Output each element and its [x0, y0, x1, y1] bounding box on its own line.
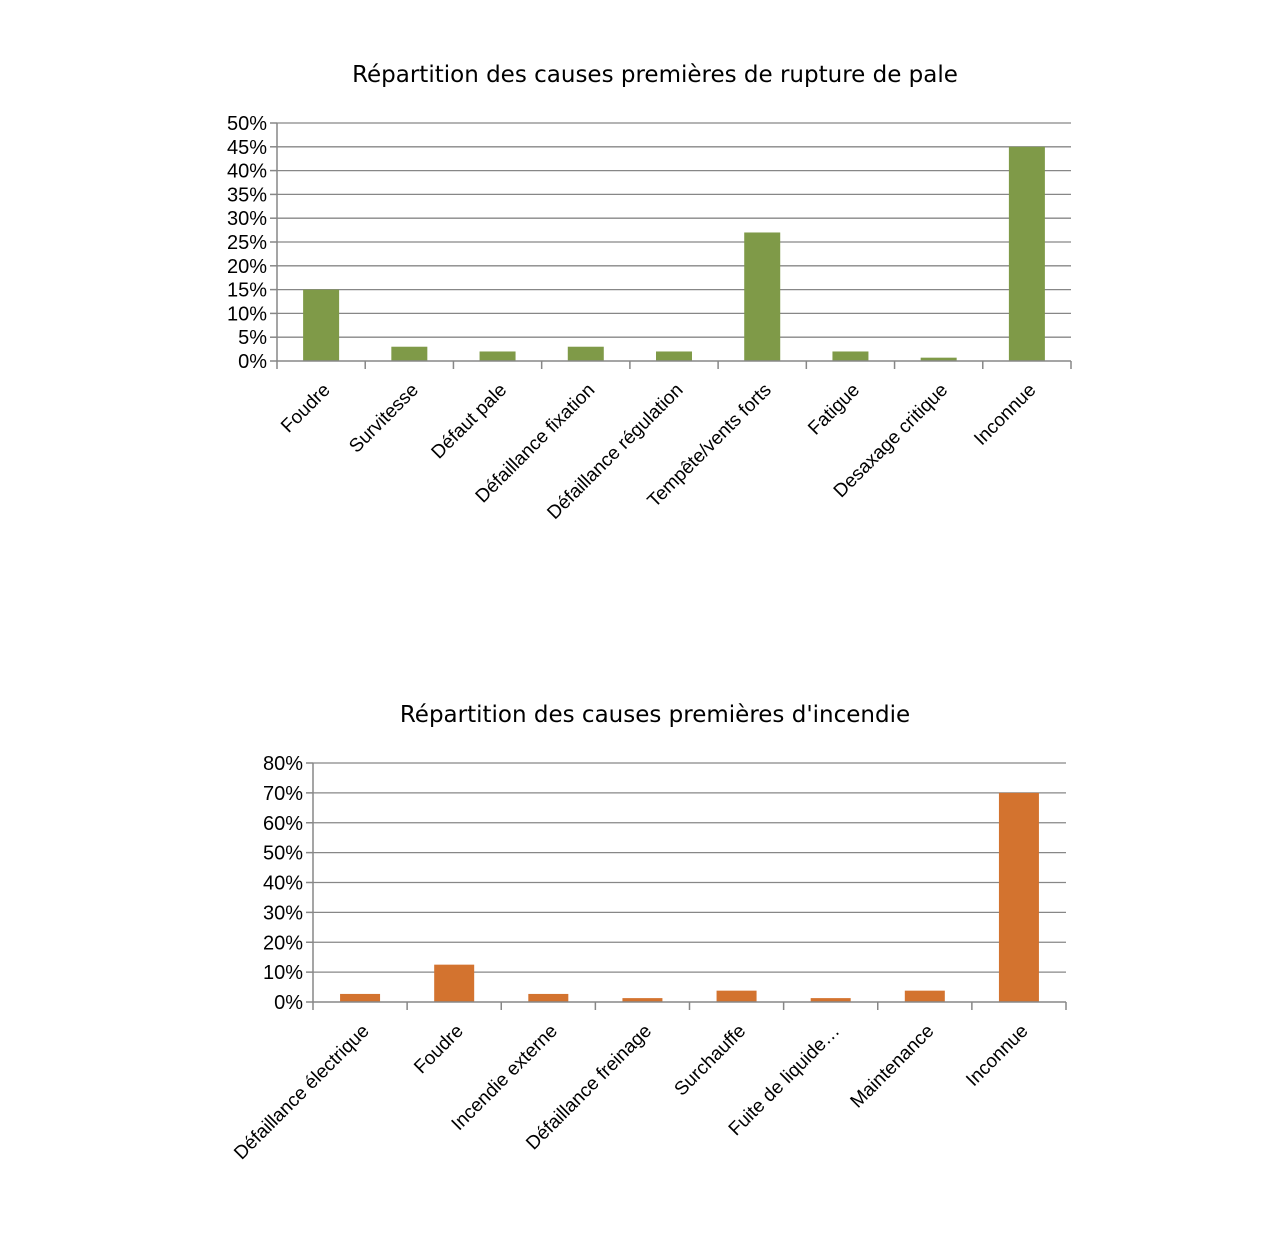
bar — [434, 964, 475, 1002]
bar — [904, 990, 945, 1002]
y-tick-label: 5% — [238, 327, 267, 349]
y-tick-label: 35% — [227, 184, 267, 206]
y-tick-label: 20% — [263, 932, 303, 954]
y-tick-label: 80% — [263, 753, 303, 775]
bar — [656, 351, 692, 361]
chart-title: Répartition des causes premières de rupt… — [352, 62, 958, 88]
bar — [528, 993, 569, 1002]
x-category-label: Inconnue — [962, 1021, 1032, 1091]
y-tick-label: 20% — [227, 256, 267, 278]
bar — [479, 351, 516, 361]
chart-blade-rupture: Répartition des causes premières de rupt… — [227, 62, 1072, 524]
bar — [1008, 146, 1045, 361]
bar — [340, 993, 381, 1002]
y-tick-label: 50% — [227, 113, 267, 135]
y-tick-label: 0% — [238, 351, 267, 373]
bar — [716, 990, 757, 1002]
bar — [810, 998, 851, 1002]
chart-title: Répartition des causes premières d'incen… — [400, 702, 910, 728]
x-category-label: Surchauffe — [671, 1021, 751, 1101]
y-tick-label: 10% — [227, 303, 267, 325]
x-category-label: Défaut pale — [428, 380, 512, 464]
x-category-label: Maintenance — [847, 1021, 939, 1113]
x-category-label: Fatigue — [804, 380, 864, 440]
y-tick-label: 15% — [227, 280, 267, 302]
y-tick-label: 50% — [263, 843, 303, 865]
y-tick-label: 40% — [263, 873, 303, 895]
x-category-label: Survitesse — [345, 380, 423, 458]
bar — [832, 351, 869, 361]
bar — [920, 357, 957, 361]
y-tick-label: 30% — [263, 902, 303, 924]
x-category-label: Foudre — [277, 380, 334, 437]
bar — [391, 346, 428, 361]
chart-fire-causes: Répartition des causes premières d'incen… — [230, 702, 1067, 1164]
bar — [998, 792, 1039, 1002]
bar — [303, 289, 340, 361]
x-category-label: Inconnue — [970, 380, 1040, 450]
bar — [744, 232, 781, 361]
y-tick-label: 40% — [227, 161, 267, 183]
bar — [567, 346, 604, 361]
x-category-label: Foudre — [410, 1021, 467, 1078]
y-tick-label: 10% — [263, 962, 303, 984]
y-tick-label: 30% — [227, 208, 267, 230]
bar — [622, 998, 663, 1002]
y-tick-label: 25% — [227, 232, 267, 254]
y-tick-label: 45% — [227, 137, 267, 159]
y-tick-label: 70% — [263, 783, 303, 805]
y-tick-label: 60% — [263, 813, 303, 835]
x-category-label: Défaillance électrique — [230, 1021, 373, 1164]
y-tick-label: 0% — [274, 992, 303, 1014]
